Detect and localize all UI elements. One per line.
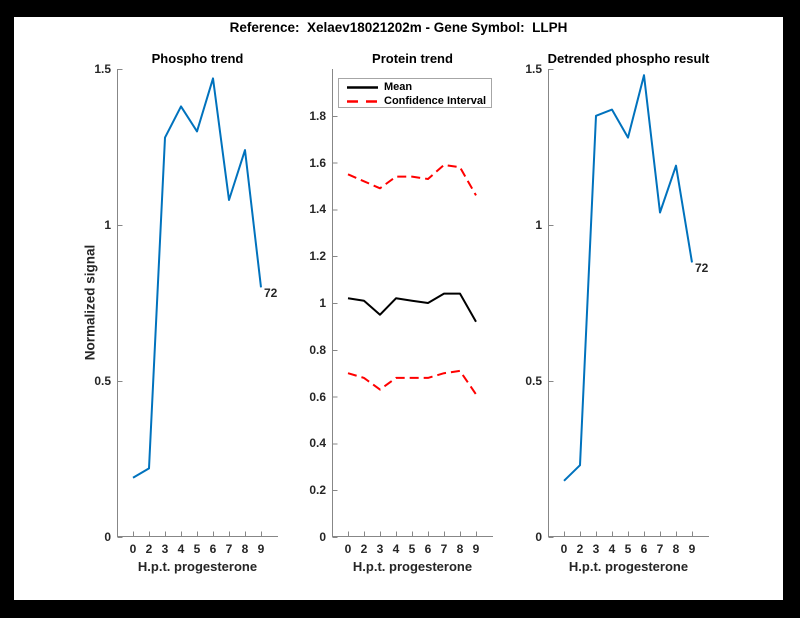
x-tick-label: 4 (392, 542, 400, 556)
x-tick-label: 5 (624, 542, 632, 556)
y-tick-label: 1.8 (309, 108, 326, 123)
x-tick-label: 6 (424, 542, 432, 556)
x-tick-label: 6 (209, 542, 217, 556)
x-tick-label: 8 (456, 542, 464, 556)
legend-entry-mean: Mean (347, 80, 491, 94)
y-tick-label: 0 (104, 530, 111, 544)
x-tick-label: 2 (576, 542, 584, 556)
x-tick-label: 9 (472, 542, 480, 556)
series-end-label: 72 (264, 286, 278, 301)
figure-canvas: Reference: Xelaev18021202m - Gene Symbol… (14, 17, 783, 600)
figure-title: Reference: Xelaev18021202m - Gene Symbol… (229, 20, 568, 35)
x-tick-label: 4 (608, 542, 616, 556)
x-axis-label: H.p.t. progesterone (137, 559, 258, 574)
x-tick-label: 3 (376, 542, 384, 556)
x-tick-label: 0 (129, 542, 137, 556)
x-axis-label: H.p.t. progesterone (352, 559, 473, 574)
subplot-title-detrended-phospho-result: Detrended phospho result (547, 51, 710, 66)
y-tick-label: 0.2 (309, 483, 326, 498)
subplot-title-phospho-trend: Phospho trend (151, 51, 244, 66)
y-tick-label: 1 (104, 218, 111, 232)
series-end-label: 72 (695, 261, 709, 276)
x-tick-label: 8 (672, 542, 680, 556)
y-tick-label: 0.8 (309, 342, 326, 357)
x-tick-label: 7 (225, 542, 233, 556)
plot-area-detrended-phospho-result (548, 69, 709, 538)
x-tick-label: 9 (688, 542, 696, 556)
series-phospho-signal (132, 77, 262, 479)
subplot-title-protein-trend: Protein trend (372, 51, 453, 66)
legend-entry-confidence-interval: Confidence Interval (347, 94, 491, 108)
y-tick-label: 1.4 (309, 202, 326, 217)
y-tick-label: 0.6 (309, 389, 326, 404)
y-tick-label: 1 (535, 218, 542, 232)
x-tick-label: 2 (360, 542, 368, 556)
y-tick-label: 0 (535, 530, 542, 544)
y-tick-label: 1 (319, 296, 326, 310)
y-tick-label: 1.5 (525, 62, 542, 76)
x-tick-label: 7 (440, 542, 448, 556)
x-tick-label: 5 (408, 542, 416, 556)
plot-area-phospho-trend (117, 69, 278, 538)
legend-label: Confidence Interval (384, 95, 487, 107)
x-tick-label: 8 (241, 542, 249, 556)
x-tick-label: 5 (193, 542, 201, 556)
series-detrended-phospho-signal (563, 74, 693, 482)
x-tick-label: 2 (145, 542, 153, 556)
y-tick-label: 0 (319, 530, 326, 544)
subplot-protein-trend: Protein trend 0 0.2 0.4 0.6 0.8 1 1.2 1.4 1.6 1.8 0… (309, 51, 493, 574)
x-tick-label: 9 (257, 542, 265, 556)
y-tick-label: 0.4 (309, 436, 326, 451)
x-tick-label: 0 (560, 542, 568, 556)
x-tick-label: 3 (592, 542, 600, 556)
x-axis-label: H.p.t. progesterone (568, 559, 689, 574)
y-tick-label: 1.6 (309, 155, 326, 170)
y-tick-label: 1.2 (309, 249, 326, 264)
x-tick-label: 7 (656, 542, 664, 556)
mean-line-sample (347, 85, 378, 89)
series-confidence-interval-upper (347, 163, 477, 196)
y-tick-label: 0.5 (525, 374, 542, 388)
x-tick-label: 3 (161, 542, 169, 556)
series-confidence-interval-lower (347, 369, 477, 395)
subplot-phospho-trend: Phospho trend 0 0.5 1 1.5 0 2 3 4 5 6 7 8 9 H.p.t. pro… (83, 51, 278, 574)
plot-area-protein-trend (332, 69, 493, 538)
x-tick-label: 4 (177, 542, 185, 556)
x-tick-label: 6 (640, 542, 648, 556)
y-axis-label: Normalized signal (82, 244, 98, 361)
subplot-detrended-phospho-result: Detrended phospho result 0 0.5 1 1.5 0 2 3 4 5 6 7 8… (525, 51, 709, 574)
confidence-interval-line-sample (347, 99, 378, 103)
y-tick-label: 1.5 (94, 62, 111, 76)
legend-label: Mean (384, 81, 413, 93)
legend: Mean Confidence Interval (338, 78, 492, 108)
series-mean (347, 292, 477, 323)
x-tick-label: 0 (344, 542, 352, 556)
y-tick-label: 0.5 (94, 374, 111, 388)
